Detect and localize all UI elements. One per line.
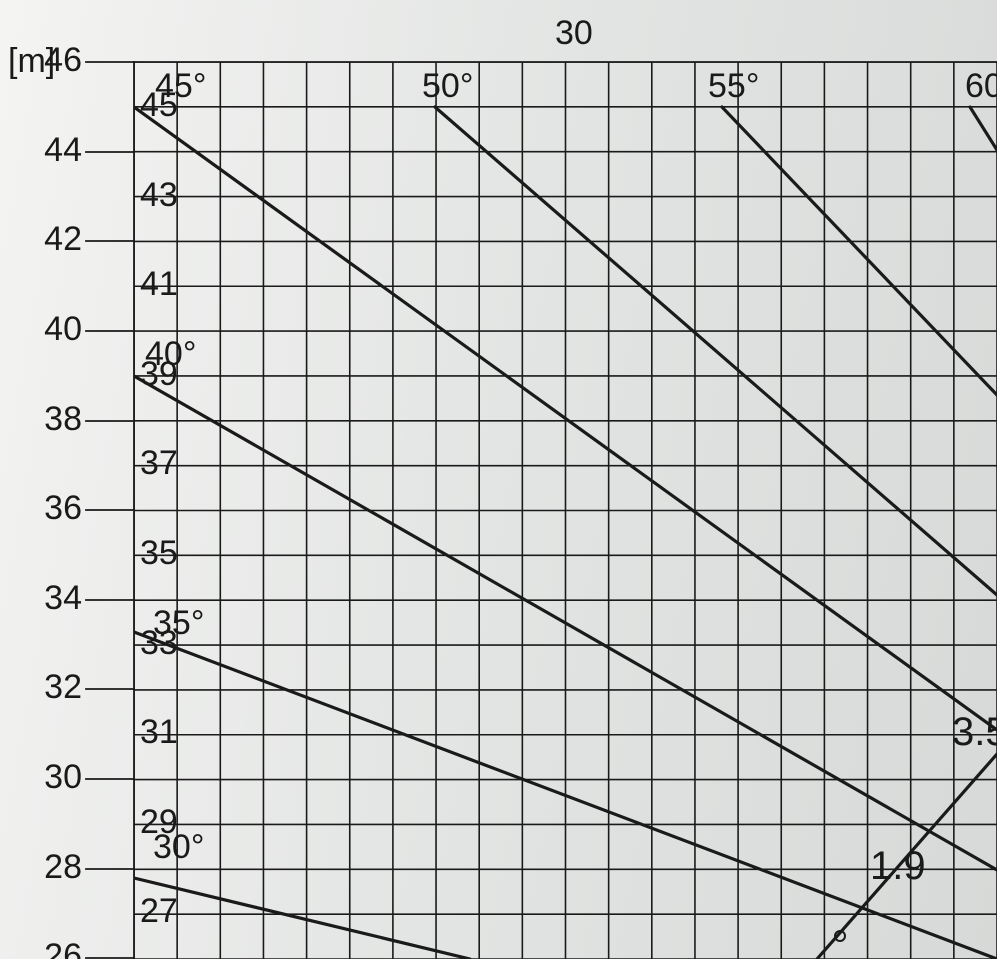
angle-label: 55°: [708, 67, 759, 106]
angle-label: 60°: [965, 67, 997, 106]
angle-label: 30°: [153, 828, 204, 867]
y-tick-label: 32: [44, 668, 82, 707]
y-tick-label: 30: [44, 758, 82, 797]
top-label: 30: [555, 14, 593, 53]
angle-label: 35°: [153, 604, 204, 643]
angle-label: 40°: [145, 335, 196, 374]
y-tick-label: 36: [44, 489, 82, 528]
angle-label: 50°: [422, 67, 473, 106]
y-tick-label: 26: [44, 937, 82, 959]
y-tick-label: 42: [44, 220, 82, 259]
y-tick-label: 38: [44, 400, 82, 439]
y-tick-label: 37: [140, 444, 178, 483]
y-tick-label: 44: [44, 131, 82, 170]
y-tick-label: 31: [140, 713, 178, 752]
y-tick-label: 35: [140, 534, 178, 573]
y-tick-label: 41: [140, 265, 178, 304]
y-tick-label: 28: [44, 848, 82, 887]
y-tick-label: 46: [44, 41, 82, 80]
y-tick-label: 27: [140, 892, 178, 931]
y-tick-label: 34: [44, 579, 82, 618]
y-tick-label: 40: [44, 310, 82, 349]
value-label: 3.5: [952, 710, 997, 755]
y-tick-label: 43: [140, 176, 178, 215]
chart-canvas: [m] 30 464544434241403938373635343332313…: [0, 0, 997, 959]
angle-label: 45°: [155, 67, 206, 106]
value-label: 1.9: [870, 844, 926, 889]
